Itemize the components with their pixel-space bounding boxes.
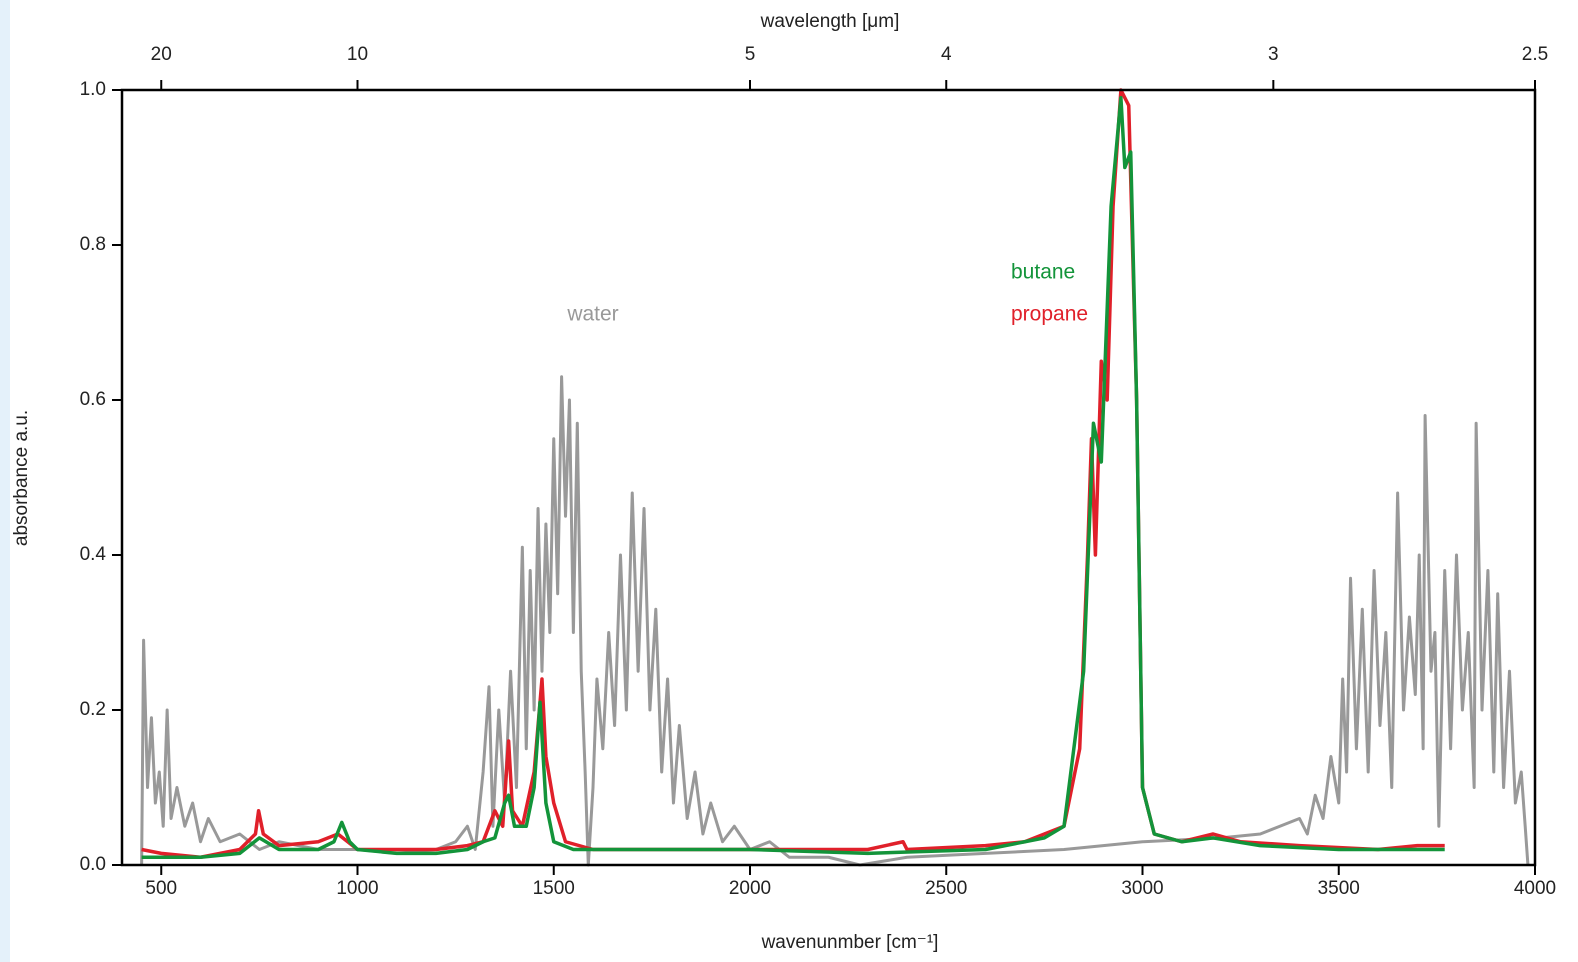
x2-tick-label: 4	[941, 44, 952, 65]
x-tick-label: 3500	[1318, 878, 1360, 899]
series-label: butane	[1011, 261, 1075, 284]
x2-axis-label: wavelength [μm]	[760, 11, 900, 32]
series-label: water	[566, 303, 618, 326]
y-tick-label: 0.4	[80, 544, 107, 565]
y-tick-label: 0.8	[80, 234, 106, 255]
y-tick-label: 0.6	[80, 389, 106, 410]
y-tick-label: 0.0	[80, 854, 106, 875]
series-line	[140, 375, 1530, 867]
x2-tick-label: 2.5	[1522, 44, 1548, 65]
plot-frame	[120, 88, 1537, 867]
x-tick-label: 4000	[1514, 878, 1556, 899]
series-label: propane	[1011, 303, 1088, 326]
x-tick-label: 1000	[336, 878, 378, 899]
y-tick-label: 1.0	[80, 79, 106, 100]
x-tick-label: 500	[145, 878, 177, 899]
x2-tick-label: 10	[347, 44, 368, 65]
x2-tick-label: 20	[151, 44, 172, 65]
x-tick-label: 2000	[729, 878, 771, 899]
series-line	[141, 88, 1445, 859]
series-line	[141, 96, 1445, 859]
background-strip	[0, 0, 10, 962]
x-tick-label: 1500	[533, 878, 575, 899]
x2-tick-label: 5	[745, 44, 756, 65]
x2-tick-label: 3	[1268, 44, 1279, 65]
x-axis-label: wavenunmber [cm⁻¹]	[761, 932, 939, 953]
y-axis-label: absorbance a.u.	[11, 410, 32, 546]
y-tick-label: 0.2	[80, 699, 106, 720]
x-tick-label: 2500	[925, 878, 967, 899]
x-tick-label: 3000	[1121, 878, 1163, 899]
